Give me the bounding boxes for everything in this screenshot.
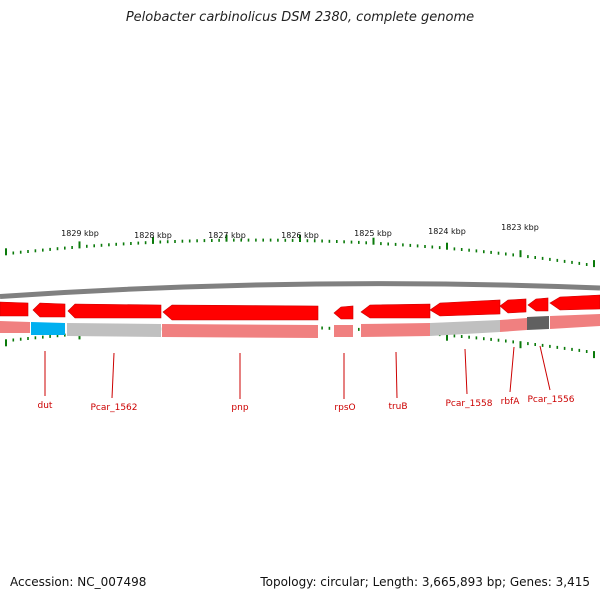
tick-row-top xyxy=(5,234,595,268)
leader-line xyxy=(509,346,515,393)
gene-label-dut[interactable]: dut xyxy=(38,401,53,411)
feature-segment xyxy=(550,314,600,329)
genome-backbone xyxy=(0,281,600,299)
genes-count-label: Genes: 3,415 xyxy=(509,575,590,589)
gene-label-pcar-1558[interactable]: Pcar_1558 xyxy=(446,399,493,409)
gene-arrow[interactable] xyxy=(333,305,354,320)
gene-arrow[interactable] xyxy=(162,304,319,321)
topology-label: Topology: circular; xyxy=(260,575,369,589)
kbp-label: 1824 kbp xyxy=(428,227,466,236)
gene-label-rbfa[interactable]: rbfA xyxy=(501,397,521,407)
kbp-label: 1828 kbp xyxy=(134,231,172,240)
gene-arrow[interactable] xyxy=(527,297,549,312)
leader-line xyxy=(464,348,468,395)
accession-label: Accession: NC_007498 xyxy=(10,575,147,589)
gene-arrow[interactable] xyxy=(499,298,527,314)
leader-line xyxy=(539,345,551,391)
kbp-label: 1826 kbp xyxy=(281,231,319,240)
kbp-labels: 1829 kbp 1828 kbp 1827 kbp 1826 kbp 1825… xyxy=(61,223,539,240)
gene-labels: dut Pcar_1562 pnp rpsO truB Pcar_1558 rb… xyxy=(38,395,575,413)
gene-arrow[interactable] xyxy=(0,301,29,317)
gene-arrow-track xyxy=(0,294,600,321)
kbp-label: 1825 kbp xyxy=(354,229,392,238)
feature-segment xyxy=(31,322,65,335)
gene-arrow[interactable] xyxy=(360,303,431,319)
length-label: Length: 3,665,893 bp; xyxy=(372,575,507,589)
map-title: Pelobacter carbinolicus DSM 2380, comple… xyxy=(125,10,475,25)
gene-label-trub[interactable]: truB xyxy=(388,402,407,412)
feature-band xyxy=(0,314,600,338)
leader-line xyxy=(395,351,398,399)
gene-label-pcar-1562[interactable]: Pcar_1562 xyxy=(91,403,138,413)
feature-segment xyxy=(162,324,318,338)
feature-segment xyxy=(0,321,30,333)
gene-label-leaders xyxy=(44,345,551,399)
gene-label-rpso[interactable]: rpsO xyxy=(334,403,355,413)
genome-stats: Topology: circular; Length: 3,665,893 bp… xyxy=(260,575,590,589)
leader-line xyxy=(111,352,115,399)
feature-segment xyxy=(334,325,353,337)
gene-arrow[interactable] xyxy=(32,302,66,318)
gene-label-pcar-1556[interactable]: Pcar_1556 xyxy=(528,395,575,405)
feature-segment xyxy=(527,316,549,330)
kbp-label: 1827 kbp xyxy=(208,231,246,240)
gene-arrow[interactable] xyxy=(67,303,162,319)
feature-segment xyxy=(67,323,161,337)
feature-segment xyxy=(361,323,430,337)
kbp-label: 1823 kbp xyxy=(501,223,539,232)
feature-segment xyxy=(500,318,527,332)
kbp-label: 1829 kbp xyxy=(61,229,99,238)
feature-segment xyxy=(430,320,500,336)
gene-arrow[interactable] xyxy=(549,294,600,311)
gene-label-pnp[interactable]: pnp xyxy=(231,403,248,413)
gene-arrow[interactable] xyxy=(429,299,501,317)
